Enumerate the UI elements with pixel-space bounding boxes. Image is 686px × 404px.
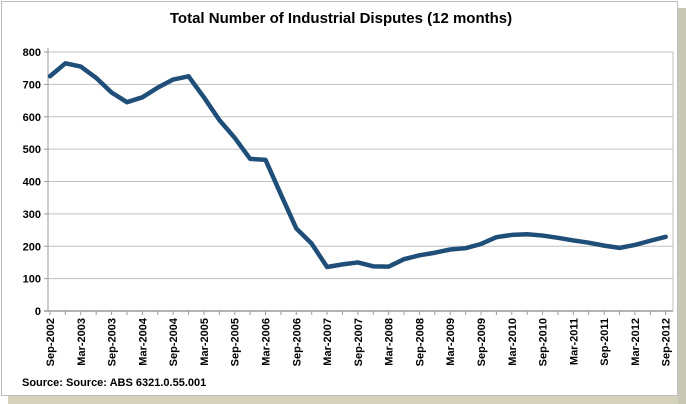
x-tick-label: Sep-2012 [661, 318, 673, 366]
x-tick-label: Sep-2003 [107, 318, 119, 366]
y-tick-label: 200 [23, 241, 41, 253]
x-tick-label: Sep-2002 [45, 318, 57, 366]
x-tick-label: Sep-2010 [538, 318, 550, 366]
x-tick-label: Sep-2007 [353, 318, 365, 366]
x-tick-label: Sep-2006 [291, 318, 303, 366]
y-tick-label: 400 [23, 177, 41, 189]
x-tick-label: Sep-2009 [476, 318, 488, 366]
y-tick-label: 700 [23, 79, 41, 91]
chart-frame: Total Number of Industrial Disputes (12 … [1, 1, 678, 396]
drop-shadow-bottom [8, 396, 686, 404]
x-tick-label: Mar-2012 [630, 318, 642, 366]
y-tick-label: 100 [23, 274, 41, 286]
drop-shadow-right [678, 8, 686, 404]
y-tick-label: 800 [23, 47, 41, 59]
y-tick-label: 600 [23, 112, 41, 124]
chart-title: Total Number of Industrial Disputes (12 … [169, 10, 513, 27]
x-tick-label: Mar-2005 [199, 318, 211, 366]
x-tick-label: Mar-2004 [137, 317, 149, 366]
y-tick-label: 0 [35, 306, 41, 318]
x-tick-label: Sep-2008 [414, 318, 426, 366]
source-note: Source: Source: ABS 6321.0.55.001 [22, 377, 207, 389]
data-line-industrial-disputes [47, 61, 668, 270]
x-tick-label: Mar-2008 [384, 318, 396, 366]
x-tick-label: Mar-2011 [568, 318, 580, 365]
y-tick-label: 300 [23, 209, 41, 221]
x-tick-label: Sep-2005 [230, 318, 242, 366]
y-tick-label: 500 [23, 144, 41, 156]
x-tick-label: Mar-2010 [507, 318, 519, 366]
x-tick-label: Mar-2006 [260, 318, 272, 366]
x-tick-label: Mar-2007 [322, 318, 334, 366]
x-tick-label: Mar-2003 [76, 318, 88, 366]
x-tick-label: Sep-2004 [168, 317, 180, 366]
x-tick-label: Mar-2009 [445, 318, 457, 366]
x-tick-label: Sep-2011 [599, 318, 611, 366]
